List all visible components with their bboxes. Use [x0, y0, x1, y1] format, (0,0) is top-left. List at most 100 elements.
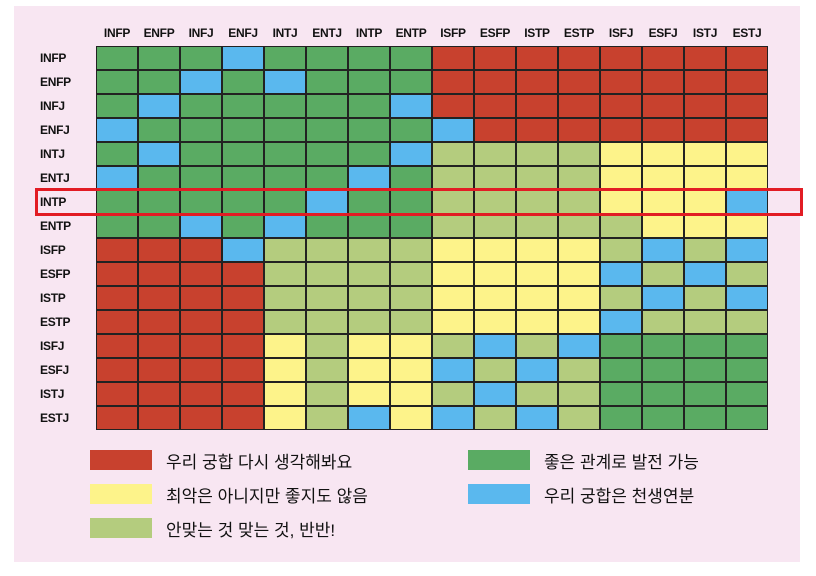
heatmap-cell — [222, 46, 264, 70]
heatmap-cell — [264, 358, 306, 382]
heatmap-cell — [642, 262, 684, 286]
heatmap-cell — [432, 214, 474, 238]
heatmap-cell — [600, 70, 642, 94]
heatmap-cell — [264, 286, 306, 310]
heatmap-cell — [138, 262, 180, 286]
heatmap-cell — [138, 118, 180, 142]
heatmap-cell — [516, 94, 558, 118]
legend-item: 최악은 아니지만 좋지도 않음 — [90, 482, 368, 506]
heatmap-cell — [138, 238, 180, 262]
heatmap-cell — [138, 406, 180, 430]
heatmap-cell — [642, 118, 684, 142]
heatmap-cell — [348, 406, 390, 430]
heatmap-cell — [180, 46, 222, 70]
heatmap-cell — [390, 406, 432, 430]
column-label: ISFJ — [608, 26, 634, 40]
column-label: ISTJ — [692, 26, 718, 40]
heatmap-cell — [138, 358, 180, 382]
row-label: ENFJ — [40, 123, 70, 137]
heatmap-cell — [180, 94, 222, 118]
heatmap-cell — [180, 310, 222, 334]
column-label: INFP — [103, 26, 131, 40]
heatmap-cell — [348, 214, 390, 238]
heatmap-cell — [390, 214, 432, 238]
legend-label: 좋은 관계로 발전 가능 — [544, 452, 699, 472]
row-label: INFP — [40, 51, 67, 65]
heatmap-cell — [348, 70, 390, 94]
column-label: ENTP — [395, 26, 427, 40]
column-label: ESTP — [563, 26, 595, 40]
heatmap-cell — [516, 142, 558, 166]
heatmap-cell — [726, 70, 768, 94]
heatmap-cell — [138, 334, 180, 358]
legend-swatch — [90, 484, 152, 504]
heatmap-cell — [96, 214, 138, 238]
heatmap-cell — [726, 190, 768, 214]
legend-label: 우리 궁합 다시 생각해봐요 — [166, 452, 353, 472]
heatmap-cell — [684, 46, 726, 70]
heatmap-cell — [684, 382, 726, 406]
legend-label: 안맞는 것 맞는 것, 반반! — [166, 520, 336, 540]
heatmap-cell — [558, 382, 600, 406]
heatmap-cell — [390, 310, 432, 334]
heatmap-cell — [222, 310, 264, 334]
heatmap-cell — [474, 118, 516, 142]
heatmap-cell — [180, 118, 222, 142]
heatmap-cell — [600, 238, 642, 262]
heatmap-cell — [348, 358, 390, 382]
heatmap-cell — [306, 142, 348, 166]
row-label: ENFP — [40, 75, 71, 89]
heatmap-cell — [306, 94, 348, 118]
heatmap-cell — [306, 310, 348, 334]
compatibility-chart-card: INFP ENFP INFJ ENFJ INTJ ENTJ INTP ENTP ISFP ESFP… — [14, 6, 803, 562]
column-label: INTJ — [272, 26, 298, 40]
heatmap-cell — [390, 358, 432, 382]
heatmap-cell — [96, 238, 138, 262]
heatmap-cell — [390, 190, 432, 214]
heatmap-cell — [180, 238, 222, 262]
heatmap-cell — [432, 118, 474, 142]
heatmap-cell — [600, 94, 642, 118]
heatmap-cell — [348, 94, 390, 118]
heatmap-cell — [432, 142, 474, 166]
heatmap-cell — [684, 142, 726, 166]
heatmap-cell — [390, 118, 432, 142]
heatmap-cell — [264, 334, 306, 358]
heatmap-cell — [474, 406, 516, 430]
heatmap-cell — [222, 286, 264, 310]
heatmap-cell — [684, 310, 726, 334]
heatmap-cell — [474, 70, 516, 94]
heatmap-cell — [390, 94, 432, 118]
heatmap-cell — [96, 262, 138, 286]
heatmap-cell — [684, 166, 726, 190]
heatmap-cell — [348, 334, 390, 358]
heatmap-cell — [432, 46, 474, 70]
heatmap-cell — [390, 382, 432, 406]
heatmap-cell — [264, 406, 306, 430]
heatmap-cell — [474, 310, 516, 334]
heatmap-cell — [642, 286, 684, 310]
heatmap-cell — [180, 214, 222, 238]
heatmap-cell — [558, 358, 600, 382]
column-label: ENFP — [143, 26, 175, 40]
heatmap-cell — [390, 142, 432, 166]
legend-swatch — [90, 518, 152, 538]
row-label: ISFJ — [40, 339, 65, 353]
heatmap-cell — [138, 70, 180, 94]
row-label: ISFP — [40, 243, 66, 257]
heatmap-cell — [474, 214, 516, 238]
legend-item: 우리 궁합 다시 생각해봐요 — [90, 448, 352, 472]
heatmap-cell — [180, 262, 222, 286]
heatmap-cell — [348, 286, 390, 310]
heatmap-cell — [600, 334, 642, 358]
heatmap-cell — [474, 94, 516, 118]
heatmap-cell — [432, 262, 474, 286]
heatmap-cell — [600, 142, 642, 166]
heatmap-cell — [432, 286, 474, 310]
heatmap-cell — [390, 46, 432, 70]
heatmap-cell — [222, 358, 264, 382]
column-label: ESFP — [479, 26, 511, 40]
heatmap-cell — [432, 166, 474, 190]
heatmap-cell — [558, 118, 600, 142]
legend-swatch — [90, 450, 152, 470]
